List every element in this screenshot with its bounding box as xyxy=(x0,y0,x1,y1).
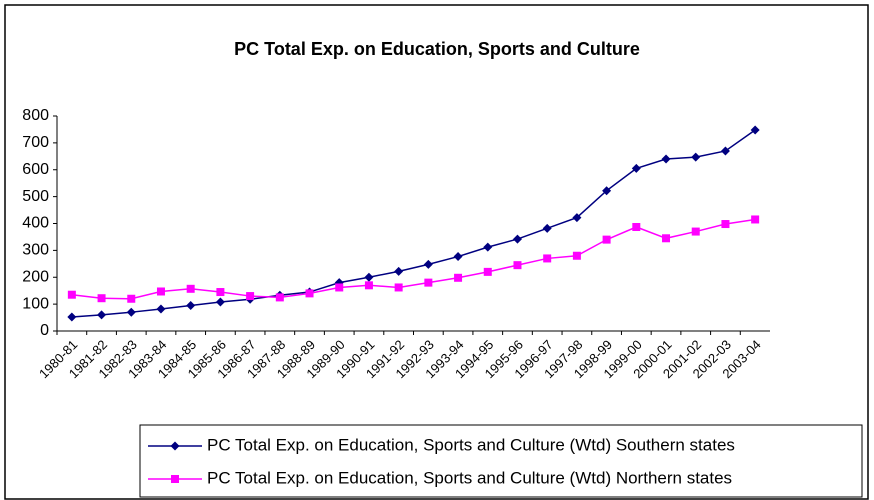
y-tick-label: 700 xyxy=(22,134,49,151)
series-line xyxy=(71,129,756,318)
legend-marker xyxy=(171,475,179,483)
y-tick-label: 400 xyxy=(22,215,49,232)
legend-label: PC Total Exp. on Education, Sports and C… xyxy=(207,435,735,454)
data-point xyxy=(215,297,225,307)
data-point xyxy=(127,294,136,303)
y-tick-label: 300 xyxy=(22,242,49,259)
data-point xyxy=(721,220,730,229)
data-point xyxy=(483,242,493,252)
data-point xyxy=(542,223,552,233)
data-point xyxy=(513,261,522,270)
data-point xyxy=(246,292,255,301)
data-point xyxy=(602,235,611,244)
data-point xyxy=(543,254,552,263)
data-point xyxy=(751,215,760,224)
data-point xyxy=(454,273,463,282)
data-point xyxy=(424,278,433,287)
data-point xyxy=(602,186,612,196)
data-point xyxy=(126,307,136,317)
y-tick-label: 100 xyxy=(22,295,49,312)
data-point xyxy=(275,293,284,302)
data-point xyxy=(305,289,314,298)
data-point xyxy=(335,283,344,292)
data-point xyxy=(720,146,730,156)
y-tick-label: 600 xyxy=(22,161,49,178)
data-point xyxy=(394,266,404,276)
y-tick-label: 800 xyxy=(22,107,49,124)
data-point xyxy=(216,288,225,297)
data-point xyxy=(67,290,76,299)
data-point xyxy=(97,310,107,320)
data-point xyxy=(364,281,373,290)
series-line xyxy=(71,218,756,300)
data-point xyxy=(691,152,701,162)
legend-label: PC Total Exp. on Education, Sports and C… xyxy=(207,468,732,487)
data-point xyxy=(186,300,196,310)
data-point xyxy=(483,267,492,276)
data-point xyxy=(97,294,106,303)
data-point xyxy=(512,234,522,244)
data-point xyxy=(423,259,433,269)
chart-border xyxy=(4,4,869,500)
y-tick-label: 200 xyxy=(22,268,49,285)
data-point xyxy=(632,222,641,231)
data-point xyxy=(572,213,582,223)
data-point xyxy=(631,163,641,173)
data-point xyxy=(662,234,671,243)
legend xyxy=(139,424,863,498)
legend-marker xyxy=(170,441,180,451)
data-point xyxy=(453,252,463,262)
chart-title: PC Total Exp. on Education, Sports and C… xyxy=(234,39,640,59)
data-point xyxy=(364,272,374,282)
data-point xyxy=(572,251,581,260)
data-point xyxy=(691,227,700,236)
data-point xyxy=(661,154,671,164)
y-tick-label: 500 xyxy=(22,188,49,205)
y-tick-label: 0 xyxy=(40,322,49,339)
data-point xyxy=(186,284,195,293)
data-point xyxy=(67,312,77,322)
data-point xyxy=(394,283,403,292)
data-point xyxy=(156,287,165,296)
data-point xyxy=(156,304,166,314)
data-point xyxy=(750,125,760,135)
